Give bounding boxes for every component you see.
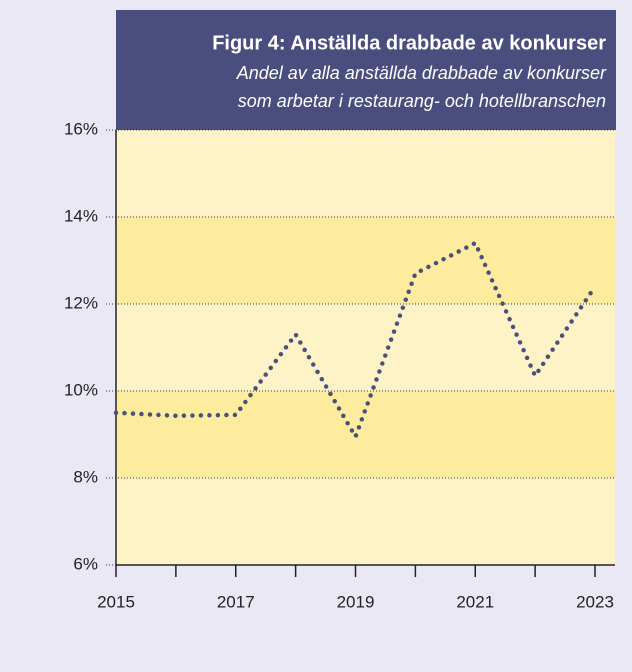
y-tick-label: 14% — [64, 206, 98, 225]
x-tick-label: 2017 — [217, 592, 255, 611]
band — [116, 391, 615, 478]
plot-area — [116, 130, 615, 565]
x-tick-label: 2015 — [97, 592, 135, 611]
chart-subtitle: Andel av alla anställda drabbade av konk… — [236, 63, 607, 83]
band — [116, 478, 615, 565]
y-tick-label: 12% — [64, 293, 98, 312]
x-tick-label: 2023 — [576, 592, 614, 611]
data-line — [113, 240, 598, 442]
x-tick-label: 2021 — [456, 592, 494, 611]
y-tick-label: 6% — [73, 554, 98, 573]
band — [116, 130, 615, 217]
band — [116, 217, 615, 304]
chart-title: Figur 4: Anställda drabbade av konkurser — [212, 32, 606, 54]
y-tick-label: 16% — [64, 119, 98, 138]
band — [116, 304, 615, 391]
x-tick-label: 2019 — [337, 592, 375, 611]
y-tick-label: 10% — [64, 380, 98, 399]
y-tick-label: 8% — [73, 467, 98, 486]
title-box — [116, 10, 616, 130]
chart-subtitle: som arbetar i restaurang- och hotellbran… — [238, 91, 606, 111]
